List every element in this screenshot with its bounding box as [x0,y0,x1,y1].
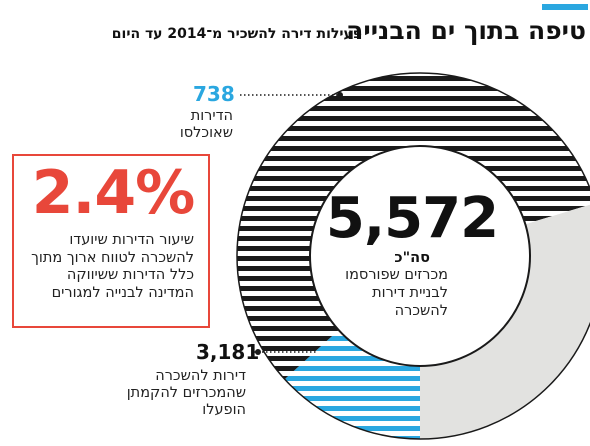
total-label: סה"כ [394,250,430,266]
leader-dot-started [255,349,261,355]
outer-circle [236,72,590,440]
chart-title: טיפה בתוך ים הבנייה [346,16,586,45]
accent-bar [542,4,588,10]
total-desc: מכרזים שפורסמו לבניית דירות להשכרה [345,267,448,319]
callout-text: שיעור הדירות שיועדו להשכרה לטווח ארוך מת… [31,232,194,301]
callout-value: 2.4% [31,158,195,228]
total-value: 5,572 [325,186,499,251]
occupied-desc: הדירות שאוכלסו [179,108,233,141]
chart-subtitle: פעילות דירה להשכיר מ־2014 עד היום [111,26,362,42]
occupied-value: 738 [193,82,235,106]
started-value: 3,181 [196,340,260,364]
inner-circle [309,145,531,367]
header: טיפה בתוך ים הבנייה פעילות דירה להשכיר מ… [0,14,586,54]
started-desc: דירות להשכרה שהמכרזים להקמתן הופעלו [126,368,246,418]
leader-dot-occupied [337,92,343,98]
callout-box: 2.4% שיעור הדירות שיועדו להשכרה לטווח אר… [12,154,210,328]
